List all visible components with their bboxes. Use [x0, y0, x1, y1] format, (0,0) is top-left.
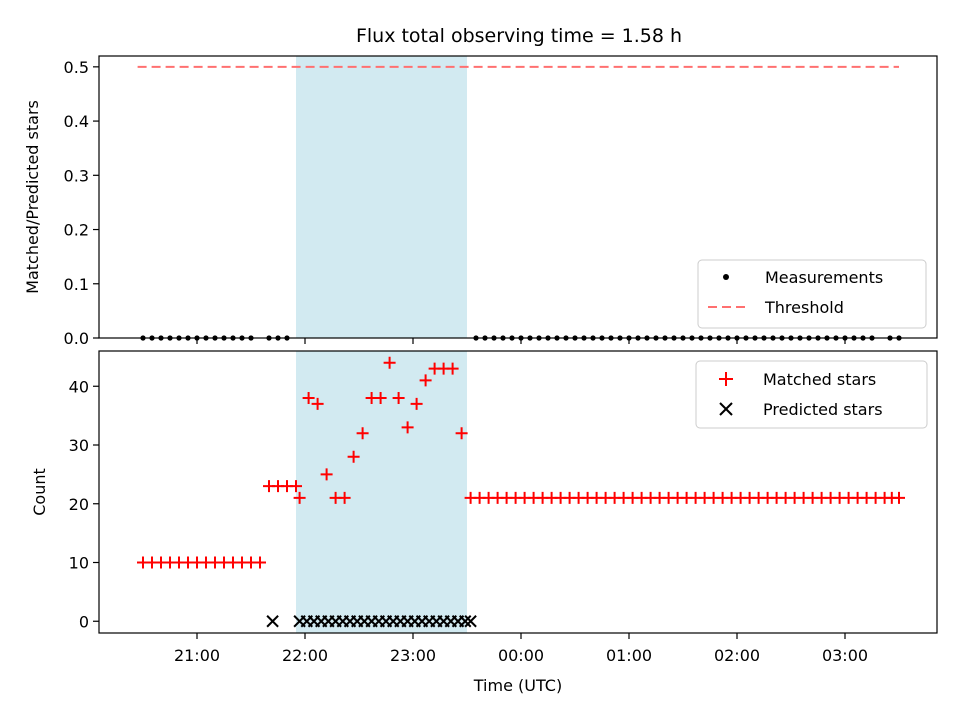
- matched-star-point: [401, 421, 414, 434]
- top-panel: 0.0 0.1 0.2 0.3 0.4 0.5 Matched/Predicted sta…: [23, 55, 938, 348]
- chart-title: Flux total observing time = 1.58 h: [356, 25, 682, 47]
- bottom-legend: Matched stars Predicted stars: [695, 360, 928, 429]
- legend-measurements-label: Measurements: [765, 268, 883, 287]
- x-tick-label: 23:00: [390, 646, 436, 665]
- legend-matched-marker: [719, 372, 733, 386]
- bottom-y-tick-label: 10: [69, 554, 89, 573]
- bottom-y-ticks: 0 10 20 30 40: [69, 377, 99, 631]
- top-plot-frame: [98, 55, 938, 339]
- x-tick-label: 00:00: [498, 646, 544, 665]
- measurement-points: [140, 335, 902, 341]
- predicted-star-point: [266, 615, 279, 628]
- x-tick-label: 21:00: [174, 646, 220, 665]
- matched-star-point: [254, 556, 266, 569]
- predicted-star-point: [464, 615, 477, 628]
- bottom-y-tick-label: 40: [69, 377, 89, 396]
- matched-star-point: [320, 468, 333, 481]
- matched-star-point: [374, 392, 387, 404]
- matched-star-point: [893, 491, 905, 504]
- matched-star-point: [455, 427, 468, 440]
- bottom-y-tick-label: 30: [69, 436, 89, 455]
- predicted-star-point: [458, 615, 472, 628]
- matched-star-point: [290, 480, 302, 493]
- top-y-axis-label: Matched/Predicted stars: [23, 100, 42, 294]
- x-tick-label: 03:00: [822, 646, 868, 665]
- matched-star-point: [311, 397, 324, 410]
- x-axis-label: Time (UTC): [473, 676, 562, 695]
- bottom-y-axis-label: Count: [30, 468, 49, 516]
- matched-star-point: [419, 374, 432, 387]
- matched-star-point: [410, 397, 423, 410]
- x-tick-label: 02:00: [714, 646, 760, 665]
- matched-star-point: [446, 362, 459, 375]
- matched-star-point: [302, 392, 315, 404]
- matched-star-point: [383, 356, 396, 369]
- matched-star-point: [392, 392, 405, 404]
- top-y-ticks: 0.0 0.1 0.2 0.3 0.4 0.5: [64, 58, 99, 348]
- legend-measurements-marker: [723, 274, 729, 280]
- top-y-tick-label: 0.1: [64, 275, 89, 294]
- top-y-tick-label: 0.4: [64, 112, 89, 131]
- legend-predicted-label: Predicted stars: [763, 400, 883, 419]
- x-tick-label: 01:00: [606, 646, 652, 665]
- top-legend: Measurements Threshold: [697, 259, 927, 329]
- top-y-tick-label: 0.0: [64, 329, 89, 348]
- legend-predicted-marker: [719, 402, 733, 416]
- bottom-y-tick-label: 0: [79, 612, 89, 631]
- bottom-points: [137, 356, 905, 628]
- matched-star-point: [347, 450, 360, 463]
- legend-threshold-label: Threshold: [764, 298, 844, 317]
- bottom-y-tick-label: 20: [69, 495, 89, 514]
- matched-star-point: [338, 491, 351, 504]
- matched-star-point: [293, 491, 306, 504]
- top-highlight-span: [296, 56, 467, 338]
- x-tick-label: 22:00: [282, 646, 328, 665]
- top-y-tick-label: 0.2: [64, 221, 89, 240]
- matched-star-point: [356, 427, 369, 440]
- bottom-plot-frame: [98, 350, 938, 634]
- top-y-tick-label: 0.5: [64, 58, 89, 77]
- top-y-tick-label: 0.3: [64, 166, 89, 185]
- bottom-x-ticks: 21:00 22:00 23:00 00:00 01:00 02:00 03:00: [174, 633, 868, 665]
- bottom-panel: 0 10 20 30 40 21:00 22:00 23:00 00:00 01:00 02:00…: [30, 350, 938, 695]
- legend-matched-label: Matched stars: [763, 370, 876, 389]
